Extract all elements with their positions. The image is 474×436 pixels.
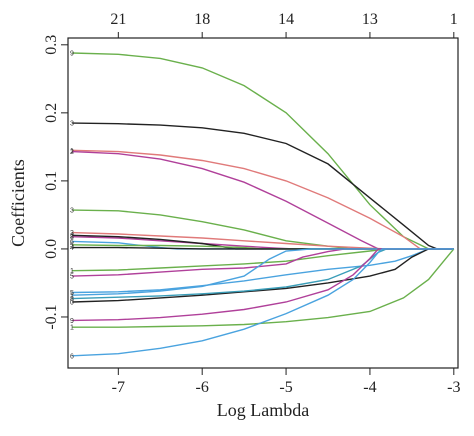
path-label-1: 9 (70, 50, 74, 57)
coefficient-path-16 (72, 248, 454, 303)
y-tick-label-4: 0.3 (43, 35, 60, 55)
path-label-20: 6 (70, 353, 74, 360)
top-tick-label-3: 13 (362, 11, 378, 28)
y-axis-title: Coefficients (8, 159, 28, 247)
path-label-15: 5 (70, 290, 74, 297)
coefficient-path-11 (72, 246, 454, 250)
coefficient-path-18 (72, 248, 454, 322)
path-label-16: 0 (70, 300, 74, 307)
path-label-17: 8 (70, 296, 74, 303)
x-tick-label-2: -5 (279, 379, 292, 396)
path-label-7: 8 (70, 234, 74, 241)
coefficient-path-13 (72, 248, 454, 277)
coefficient-path-2 (72, 122, 454, 250)
path-label-13: 5 (70, 274, 74, 281)
path-label-5: 3 (70, 208, 74, 215)
path-label-10: 5 (70, 242, 74, 249)
top-tick-label-2: 14 (278, 11, 294, 28)
path-label-8: 2 (70, 233, 74, 240)
path-label-12: 1 (70, 268, 74, 275)
coefficient-path-19 (72, 248, 455, 328)
top-axis: 21 18 14 13 1 (110, 11, 458, 38)
top-tick-label-4: 1 (450, 11, 458, 28)
x-axis: -7 -6 -5 -4 -3 (112, 368, 460, 396)
coefficient-path-1 (72, 52, 454, 250)
coefficient-path-4 (72, 150, 454, 250)
y-axis: -0.1 0.0 0.1 0.2 0.3 (43, 35, 68, 330)
coefficient-path-14 (72, 248, 454, 296)
coefficient-path-15 (72, 248, 454, 294)
y-tick-label-2: 0.1 (43, 171, 60, 191)
y-tick-label-1: 0.0 (43, 239, 60, 259)
path-label-4: 2 (70, 149, 74, 156)
path-label-14: 1 (70, 293, 74, 300)
path-label-2: 3 (70, 121, 74, 128)
coefficient-path-3 (72, 149, 454, 250)
top-tick-label-0: 21 (110, 11, 126, 28)
path-label-11: 4 (70, 245, 74, 252)
y-tick-label-0: -0.1 (43, 304, 60, 329)
plot-frame (67, 37, 459, 369)
coefficient-path-20 (72, 248, 454, 357)
top-tick-label-1: 18 (194, 11, 210, 28)
path-label-19: 1 (70, 325, 74, 332)
x-tick-label-0: -7 (112, 379, 125, 396)
path-label-3: 1 (70, 148, 74, 155)
y-tick-label-3: 0.2 (43, 103, 60, 123)
x-tick-label-3: -4 (363, 379, 376, 396)
x-tick-label-1: -6 (196, 379, 209, 396)
x-axis-title: Log Lambda (217, 400, 309, 420)
coefficient-path-5 (72, 209, 454, 250)
coefficient-path-17 (72, 248, 454, 300)
path-label-18: 9 (70, 318, 74, 325)
path-label-6: 3 (70, 230, 74, 237)
x-tick-label-4: -3 (447, 379, 460, 396)
path-label-9: 6 (70, 239, 74, 246)
